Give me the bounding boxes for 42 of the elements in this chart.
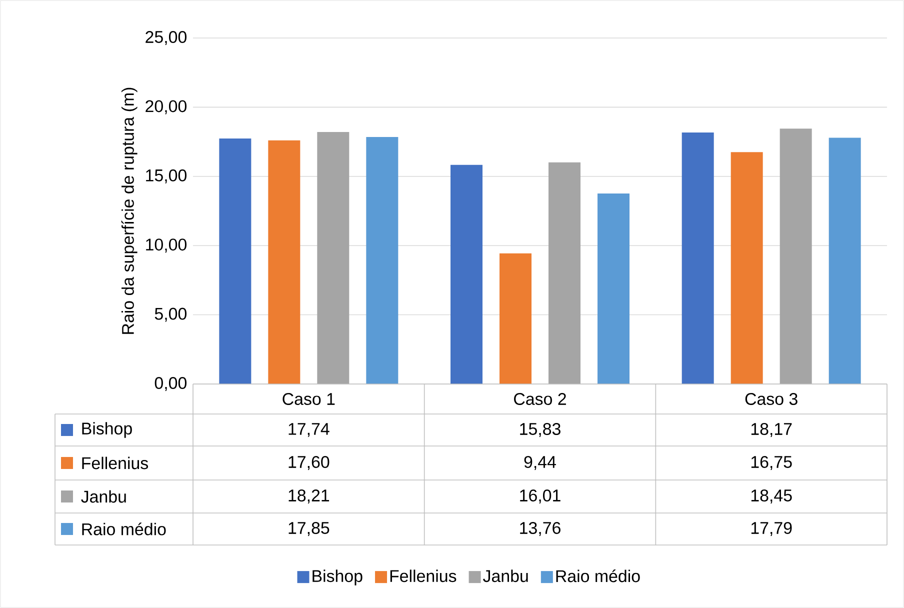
- bar: [317, 132, 350, 384]
- y-tick-label: 10,00: [146, 238, 187, 253]
- data-label: 18,17: [751, 422, 792, 437]
- data-label: 17,60: [288, 456, 330, 470]
- data-label: 17,79: [751, 522, 792, 536]
- bar: [780, 128, 812, 384]
- bar: [598, 194, 630, 384]
- data-label: 15,83: [520, 422, 560, 437]
- legend-label: Raio médio: [556, 570, 640, 582]
- y-axis-title: Raio da superfície de ruptura (m): [121, 88, 138, 334]
- bar: [450, 164, 483, 384]
- data-label: 16,75: [751, 456, 792, 470]
- text: Janbu: [81, 490, 126, 503]
- y-tick-label: 5,00: [154, 308, 187, 322]
- x-tick-label: Caso 2: [514, 392, 566, 405]
- data-label: 9,44: [524, 456, 556, 470]
- y-tick-label: 25,00: [146, 30, 187, 45]
- bar: [366, 136, 398, 384]
- data-label: 17,85: [288, 522, 330, 536]
- bar: [268, 140, 300, 384]
- text: Fellenius: [390, 570, 456, 582]
- text: Raio médio: [82, 522, 166, 536]
- data-label: 13,76: [520, 522, 560, 536]
- bar: [828, 138, 861, 384]
- x-tick-label: Caso 3: [745, 392, 798, 405]
- text: Bishop: [312, 570, 362, 586]
- data-label: 16,01: [520, 489, 560, 504]
- legend-label: Fellenius: [82, 456, 148, 470]
- data-label: 17,74: [288, 423, 330, 437]
- legend-label: Janbu: [483, 570, 528, 582]
- y-tick-label: 20,00: [146, 100, 187, 114]
- data-label: 18,45: [751, 489, 792, 504]
- bar: [682, 132, 714, 384]
- data-label: 18,21: [288, 489, 330, 504]
- x-tick-label: Caso 1: [282, 392, 335, 405]
- legend-label: Bishop: [82, 422, 132, 438]
- bar: [219, 138, 252, 384]
- bar: [548, 162, 581, 384]
- bar: [730, 152, 763, 384]
- y-tick-label: 0,00: [154, 376, 187, 391]
- y-tick-label: 15,00: [146, 169, 187, 184]
- bar: [500, 253, 532, 384]
